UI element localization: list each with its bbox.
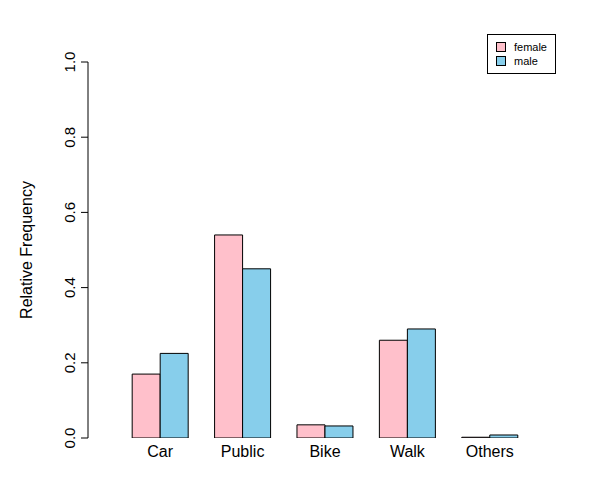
svg-text:Relative Frequency: Relative Frequency	[18, 181, 35, 319]
svg-text:Walk: Walk	[390, 443, 426, 460]
svg-text:Bike: Bike	[309, 443, 340, 460]
svg-text:Public: Public	[221, 443, 265, 460]
html-text:female: female	[514, 41, 547, 53]
svg-text:1.0: 1.0	[61, 52, 78, 73]
html-text:male: male	[514, 55, 538, 67]
svg-text:Others: Others	[466, 443, 514, 460]
svg-text:0.6: 0.6	[61, 202, 78, 223]
svg-text:0.8: 0.8	[61, 127, 78, 148]
svg-text:0.2: 0.2	[61, 352, 78, 373]
svg-text:Car: Car	[147, 443, 173, 460]
svg-text:0.0: 0.0	[61, 428, 78, 449]
svg-text:0.4: 0.4	[61, 277, 78, 298]
